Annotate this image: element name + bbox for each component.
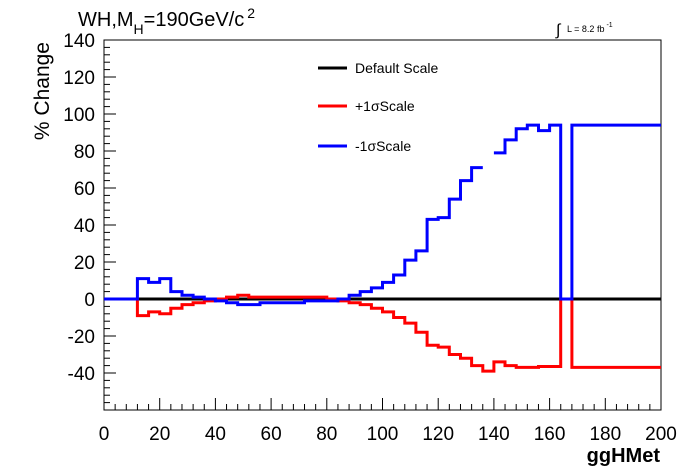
y-axis-label: % Change [31, 42, 54, 140]
title-rest: =190GeV/c [144, 9, 245, 31]
legend: Default Scale +1σScale -1σScale [318, 60, 438, 154]
y-tick-label: 80 [74, 142, 95, 163]
title-subscript: H [134, 21, 144, 37]
x-axis: 0 20 40 60 80 100 120 140 160 180 200 [99, 398, 677, 445]
x-tick-label: 80 [316, 424, 337, 445]
title-superscript: 2 [247, 5, 255, 21]
x-tick-label: 60 [261, 424, 282, 445]
series-layer [104, 123, 661, 373]
x-tick-label: 140 [478, 424, 510, 445]
y-tick-label: 120 [63, 68, 95, 89]
y-tick-label: 60 [74, 179, 95, 200]
x-tick-label: 200 [645, 424, 677, 445]
x-tick-label: 160 [534, 424, 566, 445]
legend-label: -1σScale [355, 138, 411, 154]
y-tick-label: 0 [84, 290, 95, 311]
lumi-text: L = 8.2 fb [567, 24, 604, 34]
x-tick-label: 0 [99, 424, 110, 445]
legend-label: +1σScale [355, 98, 415, 114]
x-tick-label: 180 [589, 424, 621, 445]
series-line-3 [104, 123, 661, 307]
x-tick-label: 120 [422, 424, 454, 445]
x-axis-label: ggHMet [587, 445, 661, 467]
x-tick-label: 20 [149, 424, 170, 445]
y-tick-label: 140 [63, 31, 95, 52]
y-tick-label: 20 [74, 253, 95, 274]
title-main: WH,M [78, 9, 134, 31]
y-tick-label: -40 [68, 364, 95, 385]
lumi-label: L = 8.2 fb -1 [567, 22, 613, 34]
y-tick-label: -20 [68, 327, 95, 348]
y-axis: 140 120 100 80 60 40 20 0 -20 -40 [63, 31, 116, 411]
y-tick-label: 40 [74, 216, 95, 237]
lumi-integral-sign: ∫ [555, 22, 562, 39]
legend-label: Default Scale [355, 60, 438, 76]
x-tick-label: 100 [367, 424, 399, 445]
y-tick-label: 100 [63, 105, 95, 126]
x-tick-label: 40 [205, 424, 226, 445]
series-line-2 [104, 293, 661, 373]
chart-title: WH,MH=190GeV/c 2 [78, 5, 255, 37]
lumi-superscript: -1 [606, 22, 612, 29]
